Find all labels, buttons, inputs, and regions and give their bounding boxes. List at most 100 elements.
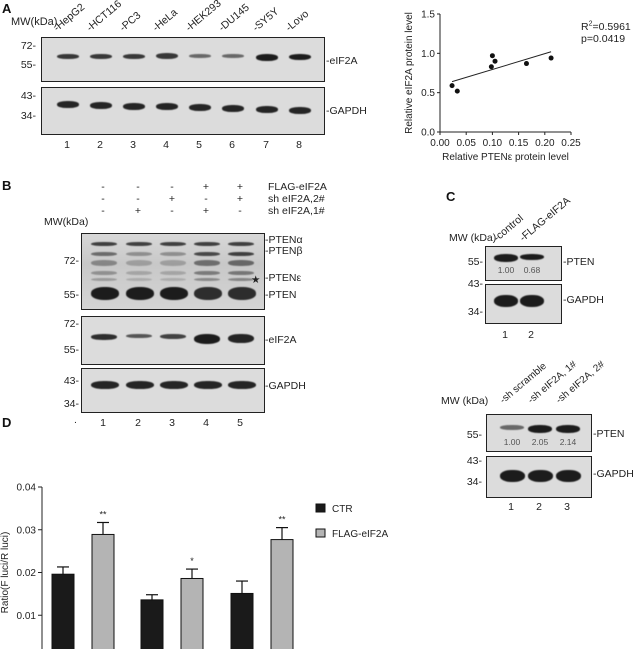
protein-band: [520, 295, 544, 307]
blot-label-gapdh: -GAPDH: [563, 294, 604, 306]
mw-marker-72: 72-: [20, 40, 36, 52]
protein-band: [556, 470, 581, 482]
y-tick-label: 1.0: [421, 49, 435, 60]
lane-number: 2: [536, 501, 542, 513]
condition-sign: -: [204, 193, 208, 205]
r-squared-annotation: R2=0.5961: [581, 20, 631, 33]
lane-number: 7: [263, 139, 269, 151]
protein-band: [194, 334, 220, 344]
protein-band: [126, 271, 152, 275]
panel-c-top-pten-blot: 1.00 0.68: [485, 246, 562, 281]
condition-sign: -: [101, 193, 105, 205]
mw-marker-55: 55-: [20, 59, 36, 71]
data-point: [489, 53, 495, 59]
panel-a-gapdh-blot: [41, 87, 325, 135]
protein-band: [160, 260, 186, 266]
protein-band: [500, 470, 525, 482]
condition-label: FLAG-eIF2A: [268, 181, 327, 193]
protein-band: [528, 425, 552, 433]
protein-band: [194, 287, 222, 300]
legend-swatch: [315, 528, 326, 538]
scatter-chart: 0.0 0.5 1.0 1.5 0.00 0.05 0.10 0.15 0.20 0.25 Rela…: [404, 10, 581, 164]
lane-number: 5: [237, 417, 243, 429]
mw-marker-72: 72-: [63, 318, 79, 330]
protein-band: [228, 260, 254, 266]
band-quantification: 0.68: [523, 265, 541, 275]
y-tick-label: 0.0: [421, 128, 435, 139]
blot-label-gapdh: -GAPDH: [326, 105, 367, 117]
protein-band: [91, 242, 117, 246]
x-tick-label: 0.25: [561, 138, 581, 149]
panel-c-bottom-gapdh-blot: [486, 456, 592, 498]
protein-band: [194, 242, 220, 246]
regression-line: [451, 51, 552, 83]
y-tick-label: 0.03: [17, 525, 37, 536]
cell-line-label: -SY5Y: [250, 5, 282, 34]
mw-marker-34: 34-: [63, 398, 79, 410]
mw-marker-55: 55-: [63, 289, 79, 301]
panel-b-mw-label: MW(kDa): [44, 216, 89, 228]
x-tick-label: 0.15: [509, 138, 529, 149]
data-point: [523, 61, 529, 67]
y-tick-label: 0.02: [17, 568, 37, 579]
condition-sign: +: [202, 205, 210, 217]
data-point: [488, 64, 494, 70]
protein-band: [228, 278, 254, 281]
protein-band: [194, 278, 220, 281]
y-axis-label: Ratio(F luci/R luci): [0, 532, 11, 614]
protein-band: [289, 106, 311, 114]
protein-band: [126, 278, 152, 281]
protein-band: [160, 252, 186, 256]
panel-b-eif2a-blot: [81, 316, 265, 365]
panel-b-pten-blot: [81, 233, 265, 310]
protein-band: [57, 101, 79, 108]
protein-band: [160, 271, 186, 275]
lane-number: 3: [169, 417, 175, 429]
lane-number: 3: [130, 139, 136, 151]
blot-label-gapdh: -GAPDH: [265, 380, 306, 392]
blot-label-pten: -PTEN: [563, 256, 595, 268]
data-point: [449, 83, 455, 89]
protein-band: [91, 260, 117, 266]
cell-line-label: -PC3: [117, 9, 144, 34]
band-quantification: 2.14: [559, 437, 577, 447]
y-tick-label: 0.04: [17, 483, 37, 494]
panel-c-bottom-pten-blot: 1.00 2.05 2.14: [486, 414, 592, 452]
condition-sign: +: [168, 193, 176, 205]
x-tick-label: 0.20: [535, 138, 555, 149]
panel-c-bottom-mw-label: MW (kDa): [441, 395, 489, 407]
band-quantification: 2.05: [531, 437, 549, 447]
protein-band: [123, 102, 145, 110]
protein-band: [126, 381, 154, 389]
protein-band: [160, 287, 188, 300]
legend-label: CTR: [332, 504, 353, 515]
lane-number: 1: [64, 139, 70, 151]
asterisk-icon: ★: [251, 274, 261, 286]
p-value-annotation: p=0.0419: [581, 33, 626, 45]
blot-label-pten: -PTEN: [265, 289, 297, 301]
protein-band: [90, 101, 112, 109]
bar: [91, 533, 115, 649]
protein-band: [494, 254, 518, 262]
protein-band: [126, 287, 154, 300]
condition-sign: -: [170, 181, 174, 193]
panel-a-eif2a-blot: [41, 37, 325, 82]
y-tick-label: 0.01: [17, 611, 37, 622]
protein-band: [228, 242, 254, 246]
lane-number: 3: [564, 501, 570, 513]
protein-band: [91, 271, 117, 275]
mw-marker-43: 43-: [63, 375, 79, 387]
protein-band: [160, 242, 186, 246]
protein-band: [126, 252, 152, 256]
sample-label: -FLAG-eIF2A: [517, 194, 573, 244]
protein-band: [123, 53, 145, 59]
protein-band: [520, 254, 544, 260]
protein-band: [228, 334, 254, 343]
protein-band: [189, 104, 211, 112]
protein-band: [528, 470, 553, 482]
condition-sign: -: [136, 193, 140, 205]
protein-band: [57, 53, 79, 59]
bar-chart: 0.000.010.020.030.04PTENα**PTENβ*PTENε**…: [0, 483, 388, 649]
data-point: [454, 88, 460, 94]
condition-sign: +: [202, 181, 210, 193]
